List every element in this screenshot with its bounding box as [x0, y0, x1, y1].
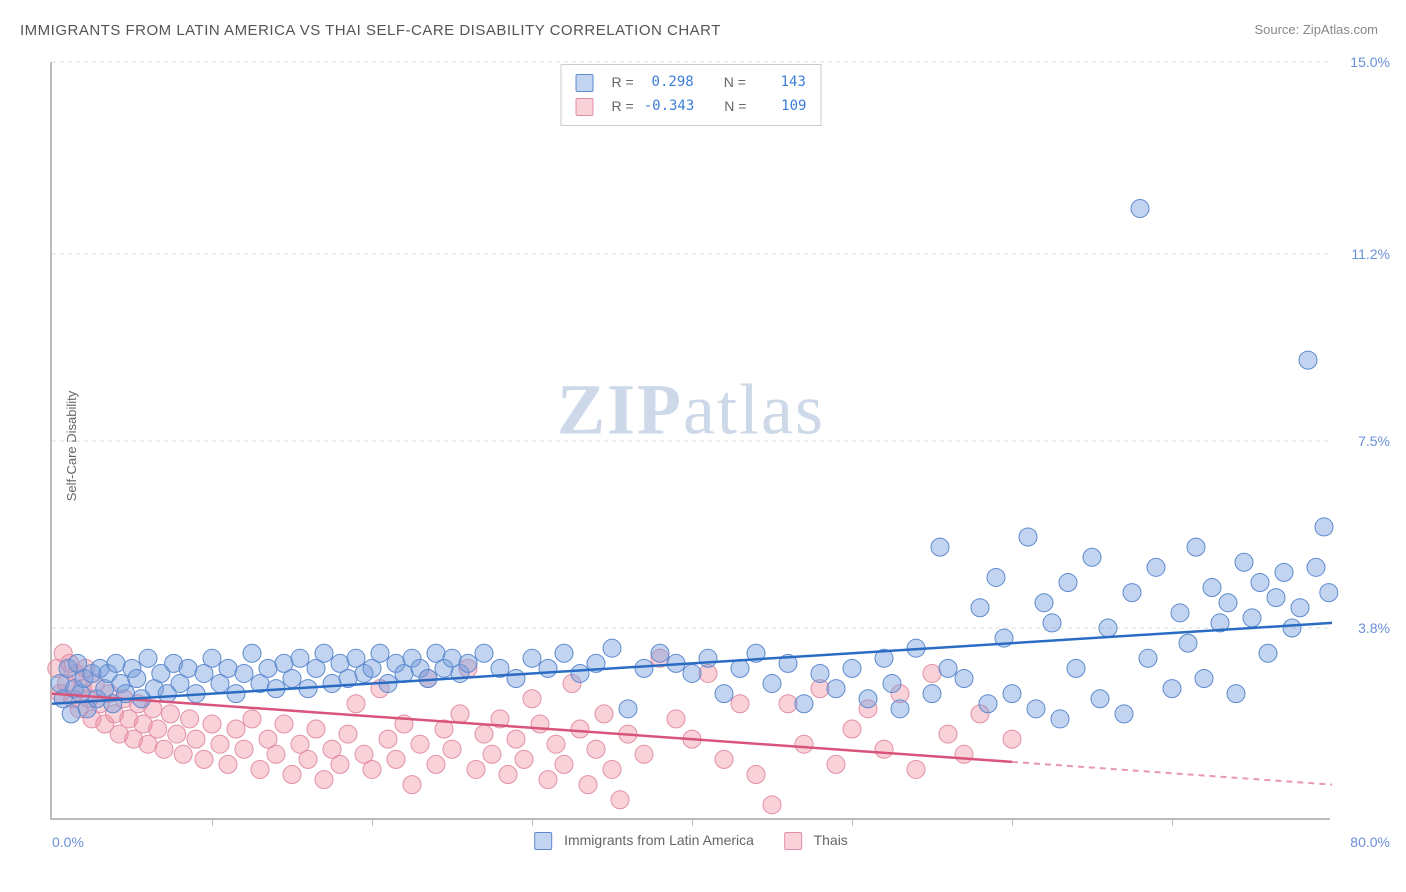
legend-item-pink: Thais: [784, 832, 848, 850]
stats-n-pink: 109: [756, 95, 806, 119]
stats-r-label-2: R =: [612, 95, 634, 119]
chart-area: ZIPatlas 3.8%7.5%11.2%15.0% 0.0% 80.0% I…: [50, 62, 1330, 820]
stats-r-label: R =: [612, 71, 634, 95]
y-tick-label: 15.0%: [1350, 54, 1390, 70]
legend-item-blue: Immigrants from Latin America: [534, 832, 754, 850]
y-tick-label: 11.2%: [1351, 246, 1390, 262]
scatter-plot: [52, 62, 1330, 818]
legend-swatch-blue: [534, 832, 552, 850]
x-tick: [372, 818, 373, 826]
x-tick: [532, 818, 533, 826]
bottom-legend: Immigrants from Latin America Thais: [534, 832, 848, 850]
x-axis-min-label: 0.0%: [52, 834, 84, 850]
stats-swatch-pink: [576, 98, 594, 116]
stats-row-blue: R = 0.298 N = 143: [576, 71, 807, 95]
stats-n-label: N =: [724, 71, 746, 95]
source-attribution: Source: ZipAtlas.com: [1254, 22, 1378, 37]
x-tick: [1012, 818, 1013, 826]
x-tick: [212, 818, 213, 826]
stats-swatch-blue: [576, 74, 594, 92]
stats-n-blue: 143: [756, 71, 806, 95]
legend-label-pink: Thais: [814, 832, 848, 848]
x-axis-max-label: 80.0%: [1350, 834, 1390, 850]
y-tick-label: 7.5%: [1358, 433, 1390, 449]
x-tick: [1172, 818, 1173, 826]
x-tick: [692, 818, 693, 826]
stats-n-label-2: N =: [724, 95, 746, 119]
stats-row-pink: R = -0.343 N = 109: [576, 95, 807, 119]
legend-label-blue: Immigrants from Latin America: [564, 832, 754, 848]
y-tick-label: 3.8%: [1358, 620, 1390, 636]
legend-swatch-pink: [784, 832, 802, 850]
chart-title: IMMIGRANTS FROM LATIN AMERICA VS THAI SE…: [20, 22, 721, 39]
x-tick: [852, 818, 853, 826]
stats-r-pink: -0.343: [644, 95, 695, 119]
stats-legend: R = 0.298 N = 143 R = -0.343 N = 109: [561, 64, 822, 126]
stats-r-blue: 0.298: [644, 71, 694, 95]
